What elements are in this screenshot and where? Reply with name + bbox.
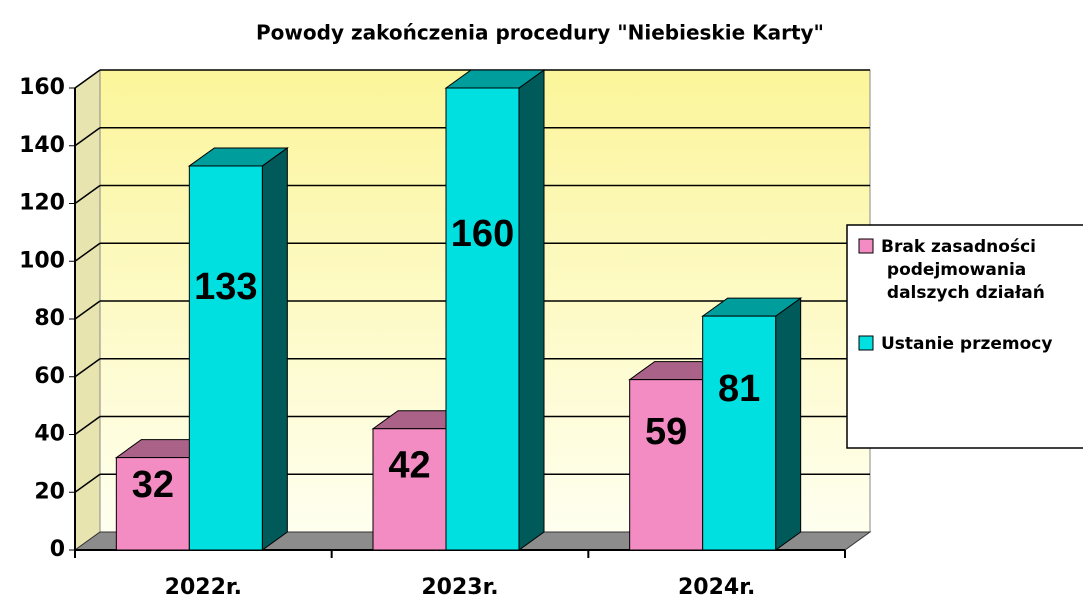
y-tick-label: 140 — [19, 133, 65, 158]
y-tick-label: 60 — [34, 364, 65, 389]
data-label: 59 — [645, 411, 687, 453]
legend-box — [846, 224, 1083, 449]
grid-line — [74, 300, 101, 320]
y-tick-label: 40 — [34, 422, 65, 447]
x-tick-label: 2024r. — [678, 575, 755, 600]
data-label: 81 — [718, 368, 760, 410]
grid-line — [74, 127, 101, 147]
legend-label: Ustanie przemocy — [881, 334, 1052, 354]
bar — [629, 379, 704, 551]
data-label: 133 — [194, 266, 257, 308]
grid-line — [74, 473, 101, 493]
y-tick-label: 0 — [50, 537, 65, 562]
grid-line — [74, 358, 101, 378]
bar — [445, 87, 520, 551]
data-label: 32 — [132, 464, 174, 506]
grid-line — [74, 184, 101, 205]
grid-line — [74, 242, 101, 262]
bar — [702, 315, 777, 551]
y-tick-label: 20 — [34, 479, 65, 504]
data-label: 42 — [388, 445, 430, 487]
bar — [115, 457, 190, 551]
data-label: 160 — [451, 213, 514, 255]
y-tick-label: 100 — [19, 248, 65, 273]
bar — [188, 165, 263, 551]
bar-side — [261, 146, 288, 551]
legend-swatch — [858, 238, 874, 254]
y-tick-label: 160 — [19, 75, 65, 100]
x-tick-label: 2023r. — [421, 575, 498, 600]
legend-label: Brak zasadności podejmowania dalszych dz… — [881, 237, 1045, 303]
grid-line — [74, 415, 101, 436]
y-tick-label: 120 — [19, 191, 65, 216]
grid-line — [74, 69, 101, 89]
x-tick-label: 2022r. — [165, 575, 242, 600]
bar-side — [518, 69, 545, 551]
chart-title: Powody zakończenia procedury "Niebieskie… — [256, 21, 824, 45]
legend-swatch — [858, 335, 874, 351]
bar-side — [775, 297, 802, 551]
y-tick-label: 80 — [34, 306, 65, 331]
